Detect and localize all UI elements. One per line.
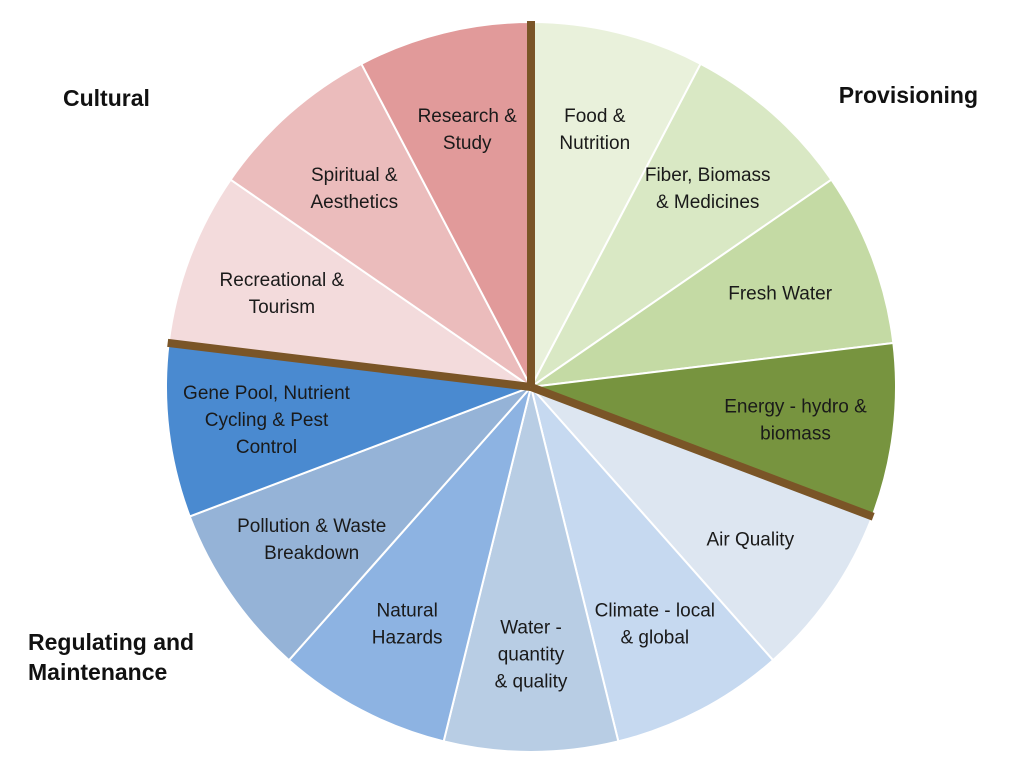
slice-label-fresh-water: Fresh Water bbox=[728, 284, 832, 305]
group-label-regulating-and-maintenance: Regulating and Maintenance bbox=[28, 629, 194, 685]
slice-food-nutrition bbox=[530, 20, 702, 388]
slice-climate-local-global bbox=[530, 386, 775, 743]
slice-fiber-biomass-medicines bbox=[530, 62, 833, 388]
slice-research-study bbox=[360, 20, 532, 388]
slice-label-recreational-tourism: Recreational & Tourism bbox=[220, 270, 345, 318]
slice-label-air-quality: Air Quality bbox=[706, 529, 794, 550]
slice-label-climate-local-global: Climate - local & global bbox=[595, 600, 715, 648]
pie-slices bbox=[164, 20, 898, 753]
slice-energy-hydro-biomass bbox=[530, 341, 898, 518]
slice-label-natural-hazards: Natural Hazards bbox=[372, 600, 443, 648]
slice-spiritual-aesthetics bbox=[229, 62, 532, 388]
group-divider-2 bbox=[167, 338, 532, 391]
slice-recreational-tourism bbox=[167, 178, 532, 388]
slice-fresh-water bbox=[530, 178, 895, 388]
slice-label-water-quantity-quality: Water -quantity & quality bbox=[495, 617, 568, 692]
slice-labels: Food & Nutrition Fiber, Biomass & Medicines… bbox=[183, 106, 867, 693]
slice-label-energy-hydro-biomass: Energy - hydro & biomass bbox=[724, 397, 867, 445]
slice-label-fiber-biomass-medicines: Fiber, Biomass & Medicines bbox=[645, 165, 771, 213]
slice-water-quantity-quality bbox=[442, 386, 620, 753]
group-label-cultural: Cultural bbox=[63, 85, 150, 111]
slice-label-gene-pool-nutrient-cycling-pest-control: Gene Pool, Nutrient Cycling & Pest Control bbox=[183, 383, 351, 458]
slice-gene-pool-nutrient-cycling-pest-control bbox=[164, 341, 532, 518]
slice-label-food-nutrition: Food & Nutrition bbox=[559, 106, 630, 154]
slice-pollution-waste-breakdown bbox=[188, 386, 532, 662]
group-divider-1 bbox=[529, 383, 875, 521]
slice-label-spiritual-aesthetics: Spiritual & Aesthetics bbox=[310, 165, 398, 213]
group-labels: Provisioning Regulating and Maintenance Cul… bbox=[28, 82, 978, 685]
slice-label-pollution-waste-breakdown: Pollution & Waste Breakdown bbox=[237, 516, 386, 564]
group-label-provisioning: Provisioning bbox=[839, 82, 978, 108]
slice-label-research-study: Research & Study bbox=[418, 106, 518, 154]
group-dividers bbox=[167, 21, 875, 521]
slice-air-quality bbox=[530, 386, 874, 662]
slice-natural-hazards bbox=[287, 386, 532, 743]
